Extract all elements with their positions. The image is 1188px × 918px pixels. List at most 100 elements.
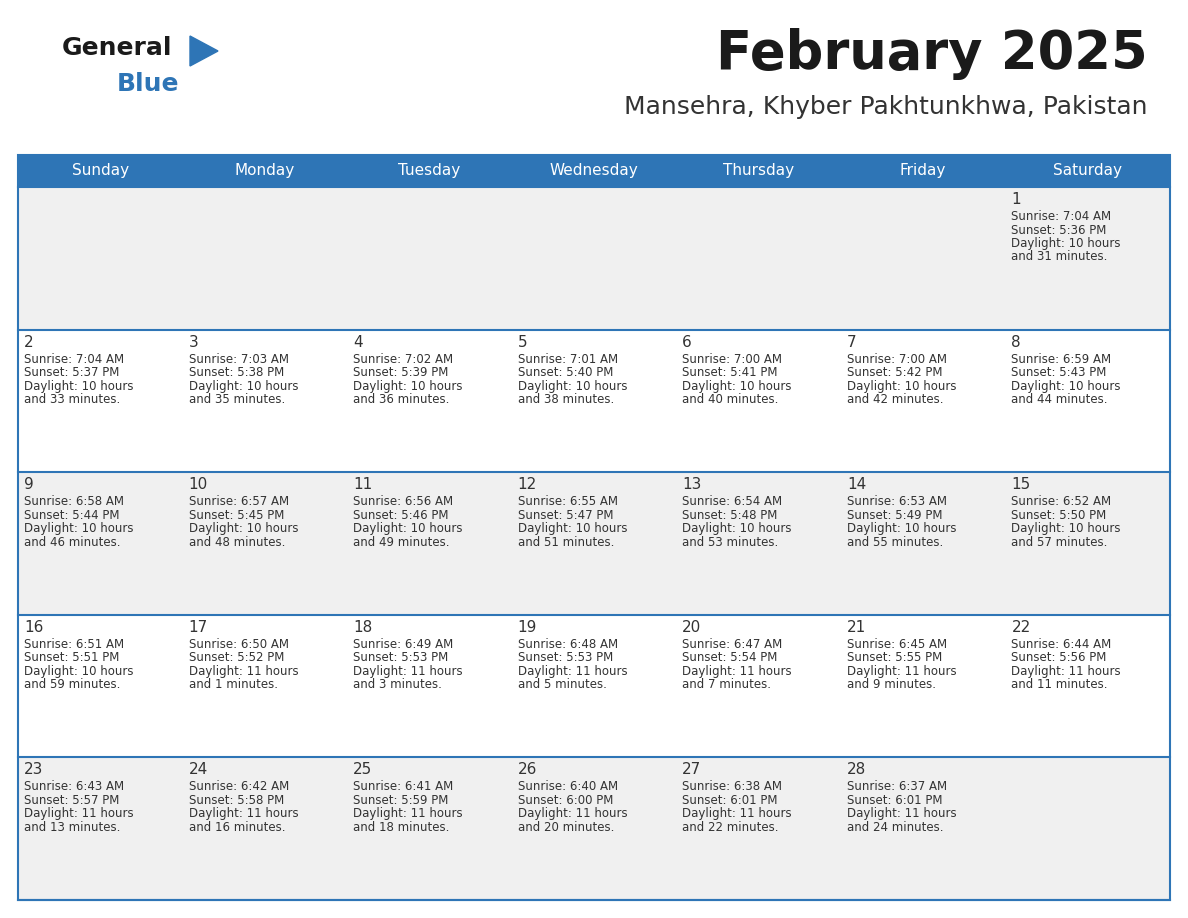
Text: Daylight: 11 hours: Daylight: 11 hours xyxy=(518,808,627,821)
Text: Sunrise: 6:50 AM: Sunrise: 6:50 AM xyxy=(189,638,289,651)
Text: Daylight: 10 hours: Daylight: 10 hours xyxy=(24,522,133,535)
Text: Daylight: 11 hours: Daylight: 11 hours xyxy=(682,665,792,677)
Text: Monday: Monday xyxy=(235,163,295,178)
Bar xyxy=(841,187,1005,330)
Bar xyxy=(841,155,1005,187)
Text: Sunset: 5:44 PM: Sunset: 5:44 PM xyxy=(24,509,120,521)
Bar xyxy=(1005,615,1170,757)
Text: Sunset: 5:54 PM: Sunset: 5:54 PM xyxy=(682,651,778,665)
Text: 5: 5 xyxy=(518,334,527,350)
Text: Daylight: 10 hours: Daylight: 10 hours xyxy=(353,522,462,535)
Bar xyxy=(676,155,841,187)
Text: Sunrise: 6:55 AM: Sunrise: 6:55 AM xyxy=(518,495,618,509)
Text: Daylight: 11 hours: Daylight: 11 hours xyxy=(847,665,956,677)
Text: Sunrise: 6:53 AM: Sunrise: 6:53 AM xyxy=(847,495,947,509)
Text: Daylight: 10 hours: Daylight: 10 hours xyxy=(24,665,133,677)
Text: Sunset: 5:48 PM: Sunset: 5:48 PM xyxy=(682,509,778,521)
Text: and 51 minutes.: and 51 minutes. xyxy=(518,536,614,549)
Text: Sunrise: 6:59 AM: Sunrise: 6:59 AM xyxy=(1011,353,1112,365)
Bar xyxy=(676,472,841,615)
Text: Daylight: 11 hours: Daylight: 11 hours xyxy=(682,808,792,821)
Text: Sunrise: 7:04 AM: Sunrise: 7:04 AM xyxy=(1011,210,1112,223)
Text: and 11 minutes.: and 11 minutes. xyxy=(1011,678,1108,691)
Bar xyxy=(1005,472,1170,615)
Text: and 24 minutes.: and 24 minutes. xyxy=(847,821,943,834)
Polygon shape xyxy=(190,36,219,66)
Text: Daylight: 11 hours: Daylight: 11 hours xyxy=(24,808,133,821)
Text: Sunrise: 6:40 AM: Sunrise: 6:40 AM xyxy=(518,780,618,793)
Bar xyxy=(676,757,841,900)
Text: Sunrise: 7:00 AM: Sunrise: 7:00 AM xyxy=(682,353,782,365)
Text: February 2025: February 2025 xyxy=(716,28,1148,80)
Text: 16: 16 xyxy=(24,620,44,635)
Text: Daylight: 10 hours: Daylight: 10 hours xyxy=(1011,522,1121,535)
Bar xyxy=(18,155,1170,900)
Text: 26: 26 xyxy=(518,763,537,778)
Bar xyxy=(841,615,1005,757)
Text: and 22 minutes.: and 22 minutes. xyxy=(682,821,779,834)
Text: 14: 14 xyxy=(847,477,866,492)
Bar xyxy=(347,155,512,187)
Bar xyxy=(841,757,1005,900)
Bar xyxy=(347,615,512,757)
Bar xyxy=(347,330,512,472)
Text: 3: 3 xyxy=(189,334,198,350)
Text: 15: 15 xyxy=(1011,477,1031,492)
Text: Sunset: 5:40 PM: Sunset: 5:40 PM xyxy=(518,366,613,379)
Text: and 46 minutes.: and 46 minutes. xyxy=(24,536,120,549)
Text: Sunset: 5:45 PM: Sunset: 5:45 PM xyxy=(189,509,284,521)
Text: 2: 2 xyxy=(24,334,33,350)
Text: Daylight: 10 hours: Daylight: 10 hours xyxy=(189,522,298,535)
Bar xyxy=(512,187,676,330)
Text: Sunset: 5:56 PM: Sunset: 5:56 PM xyxy=(1011,651,1107,665)
Text: Sunrise: 6:54 AM: Sunrise: 6:54 AM xyxy=(682,495,783,509)
Text: Sunrise: 6:48 AM: Sunrise: 6:48 AM xyxy=(518,638,618,651)
Text: Daylight: 10 hours: Daylight: 10 hours xyxy=(847,522,956,535)
Text: Sunset: 5:41 PM: Sunset: 5:41 PM xyxy=(682,366,778,379)
Text: Daylight: 10 hours: Daylight: 10 hours xyxy=(518,522,627,535)
Text: Daylight: 11 hours: Daylight: 11 hours xyxy=(353,808,463,821)
Text: and 48 minutes.: and 48 minutes. xyxy=(189,536,285,549)
Text: Sunrise: 6:43 AM: Sunrise: 6:43 AM xyxy=(24,780,124,793)
Bar xyxy=(841,472,1005,615)
Bar xyxy=(512,615,676,757)
Bar xyxy=(512,330,676,472)
Text: 9: 9 xyxy=(24,477,33,492)
Text: Daylight: 11 hours: Daylight: 11 hours xyxy=(353,665,463,677)
Bar xyxy=(183,757,347,900)
Text: 24: 24 xyxy=(189,763,208,778)
Bar xyxy=(1005,330,1170,472)
Text: and 13 minutes.: and 13 minutes. xyxy=(24,821,120,834)
Text: and 20 minutes.: and 20 minutes. xyxy=(518,821,614,834)
Bar xyxy=(512,472,676,615)
Bar xyxy=(347,472,512,615)
Text: Sunset: 5:43 PM: Sunset: 5:43 PM xyxy=(1011,366,1107,379)
Text: and 59 minutes.: and 59 minutes. xyxy=(24,678,120,691)
Bar xyxy=(18,757,183,900)
Text: Sunset: 5:39 PM: Sunset: 5:39 PM xyxy=(353,366,449,379)
Text: Sunrise: 6:58 AM: Sunrise: 6:58 AM xyxy=(24,495,124,509)
Text: Daylight: 10 hours: Daylight: 10 hours xyxy=(1011,237,1121,250)
Text: Sunrise: 6:49 AM: Sunrise: 6:49 AM xyxy=(353,638,454,651)
Text: 6: 6 xyxy=(682,334,693,350)
Text: Sunrise: 6:56 AM: Sunrise: 6:56 AM xyxy=(353,495,454,509)
Text: Blue: Blue xyxy=(116,72,179,96)
Text: Sunset: 5:58 PM: Sunset: 5:58 PM xyxy=(189,794,284,807)
Bar xyxy=(676,615,841,757)
Text: Sunset: 5:55 PM: Sunset: 5:55 PM xyxy=(847,651,942,665)
Text: Sunset: 5:36 PM: Sunset: 5:36 PM xyxy=(1011,223,1107,237)
Text: Sunrise: 6:52 AM: Sunrise: 6:52 AM xyxy=(1011,495,1112,509)
Text: and 38 minutes.: and 38 minutes. xyxy=(518,393,614,406)
Text: Daylight: 11 hours: Daylight: 11 hours xyxy=(189,665,298,677)
Text: and 36 minutes.: and 36 minutes. xyxy=(353,393,449,406)
Text: General: General xyxy=(62,36,172,60)
Text: Mansehra, Khyber Pakhtunkhwa, Pakistan: Mansehra, Khyber Pakhtunkhwa, Pakistan xyxy=(625,95,1148,119)
Text: Sunset: 6:00 PM: Sunset: 6:00 PM xyxy=(518,794,613,807)
Text: Saturday: Saturday xyxy=(1054,163,1123,178)
Text: Daylight: 10 hours: Daylight: 10 hours xyxy=(518,380,627,393)
Bar xyxy=(1005,187,1170,330)
Text: Sunrise: 7:00 AM: Sunrise: 7:00 AM xyxy=(847,353,947,365)
Bar xyxy=(18,615,183,757)
Bar xyxy=(183,330,347,472)
Text: 8: 8 xyxy=(1011,334,1020,350)
